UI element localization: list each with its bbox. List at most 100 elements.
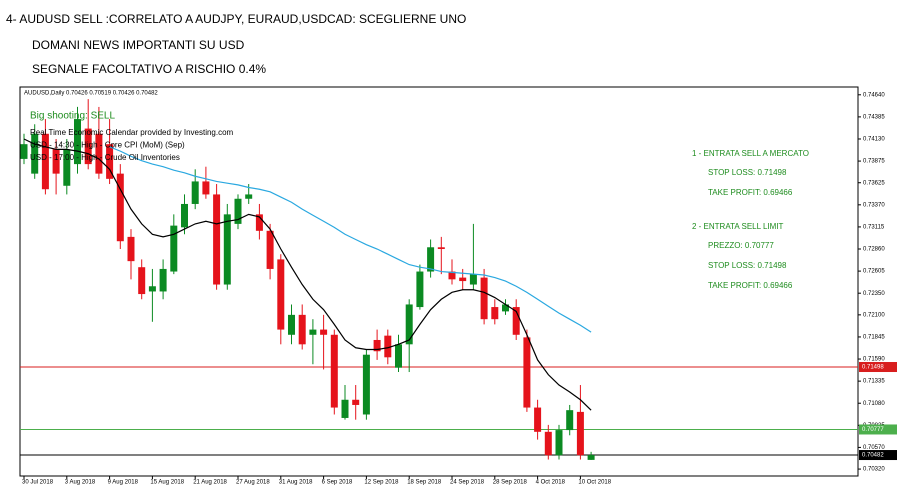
candle-body <box>41 133 49 190</box>
candle-body <box>288 314 295 335</box>
candle-body <box>74 119 81 165</box>
candle-body <box>170 225 178 272</box>
y-tick-label: 0.72605 <box>863 269 885 275</box>
y-tick-label: 0.73370 <box>863 202 885 208</box>
trade-panel-line: PREZZO: 0.70777 <box>708 241 774 250</box>
y-tick-label: 0.71080 <box>863 401 885 407</box>
y-tick-label: 0.73875 <box>863 159 885 165</box>
trade-panel-line: TAKE PROFIT: 0.69466 <box>708 188 793 197</box>
price-label: 0.71498 <box>862 365 884 371</box>
candle-body <box>245 194 253 199</box>
x-tick-label: 15 Aug 2018 <box>150 480 184 486</box>
moving-average <box>109 146 592 333</box>
candle-body <box>555 430 563 456</box>
trade-panel-line: STOP LOSS: 0.71498 <box>708 261 787 270</box>
candle-body <box>138 267 146 295</box>
header-line: 4- AUDUSD SELL :CORRELATO A AUDJPY, EURA… <box>6 12 466 26</box>
candle-body <box>148 286 156 292</box>
y-tick-label: 0.72100 <box>863 312 885 318</box>
candle-body <box>127 236 135 262</box>
trade-panel-line: 1 - ENTRATA SELL A MERCATO <box>692 149 809 158</box>
candle-body <box>437 247 445 250</box>
x-tick-label: 30 Jul 2018 <box>22 480 54 486</box>
candle-body <box>330 334 338 408</box>
candle-body <box>234 198 242 224</box>
x-tick-label: 27 Aug 2018 <box>236 480 270 486</box>
candle-body <box>512 307 520 335</box>
candle-body <box>84 128 92 165</box>
candle-body <box>191 181 199 204</box>
y-tick-label: 0.74640 <box>863 92 885 98</box>
trade-panel-line: 2 - ENTRATA SELL LIMIT <box>692 222 784 231</box>
candle-body <box>298 314 306 345</box>
candle-body <box>491 307 499 320</box>
trade-panel-line: STOP LOSS: 0.71498 <box>708 168 787 177</box>
y-tick-label: 0.73625 <box>863 180 885 186</box>
candle-body <box>277 259 285 330</box>
trade-panel-line: TAKE PROFIT: 0.69466 <box>708 281 793 290</box>
candle-body <box>223 214 231 285</box>
x-tick-label: 3 Aug 2018 <box>65 480 96 486</box>
price-label: 0.70482 <box>862 453 884 459</box>
candle-body <box>480 277 488 320</box>
y-tick-label: 0.72350 <box>863 291 885 297</box>
candle-body <box>309 329 317 335</box>
candle-body <box>266 230 274 269</box>
candle-body <box>576 411 584 456</box>
candle-body <box>116 173 124 242</box>
candle-body <box>502 304 509 312</box>
moving-average <box>23 138 592 411</box>
candle-body <box>20 144 28 159</box>
candle-body <box>459 277 467 282</box>
y-tick-label: 0.74385 <box>863 114 885 120</box>
x-tick-label: 28 Sep 2018 <box>493 480 528 486</box>
x-tick-label: 6 Sep 2018 <box>322 480 353 486</box>
y-tick-label: 0.71335 <box>863 379 885 385</box>
candle-body <box>95 133 103 174</box>
candle-body <box>523 337 531 408</box>
candle-body <box>427 247 435 272</box>
price-label-box <box>859 362 897 373</box>
y-tick-label: 0.72860 <box>863 247 885 253</box>
candle-body <box>373 339 381 352</box>
x-tick-label: 18 Sep 2018 <box>407 480 442 486</box>
candle-body <box>63 149 71 186</box>
candle-body <box>395 344 402 368</box>
candle-body <box>106 144 114 179</box>
y-tick-label: 0.71845 <box>863 335 885 341</box>
calendar-line: USD - 14:30 - High - Core CPI (MoM) (Sep… <box>30 141 185 150</box>
candle-body <box>352 399 360 405</box>
candle-body <box>384 335 392 358</box>
y-tick-label: 0.70570 <box>863 445 885 451</box>
x-tick-label: 21 Aug 2018 <box>193 480 227 486</box>
y-tick-label: 0.74130 <box>863 137 885 143</box>
candle-body <box>202 181 210 195</box>
x-tick-label: 31 Aug 2018 <box>279 480 313 486</box>
y-tick-label: 0.70320 <box>863 467 885 473</box>
x-tick-label: 4 Oct 2018 <box>536 480 566 486</box>
candle-body <box>362 354 370 415</box>
candle-body <box>416 271 424 308</box>
candle-body <box>405 304 413 345</box>
candle-body <box>566 410 574 431</box>
x-tick-label: 12 Sep 2018 <box>364 480 399 486</box>
y-tick-label: 0.71590 <box>863 357 885 363</box>
signal-label: Big shooting: SELL <box>30 111 115 122</box>
price-label: 0.70777 <box>862 427 884 433</box>
candle-body <box>587 455 595 460</box>
candle-body <box>544 431 552 456</box>
chart-frame <box>19 86 859 477</box>
candle-body <box>469 274 477 285</box>
candle-body <box>159 268 167 292</box>
x-tick-label: 24 Sep 2018 <box>450 480 485 486</box>
candle-body <box>320 329 328 335</box>
header-line: DOMANI NEWS IMPORTANTI SU USD <box>32 38 245 52</box>
candle-body <box>181 203 188 228</box>
candle-body <box>448 271 456 280</box>
calendar-line: USD - 17:00 - High - Crude Oil Inventori… <box>30 153 180 162</box>
x-tick-label: 9 Aug 2018 <box>108 480 139 486</box>
candle-body <box>31 133 39 174</box>
candle-body <box>213 194 221 285</box>
